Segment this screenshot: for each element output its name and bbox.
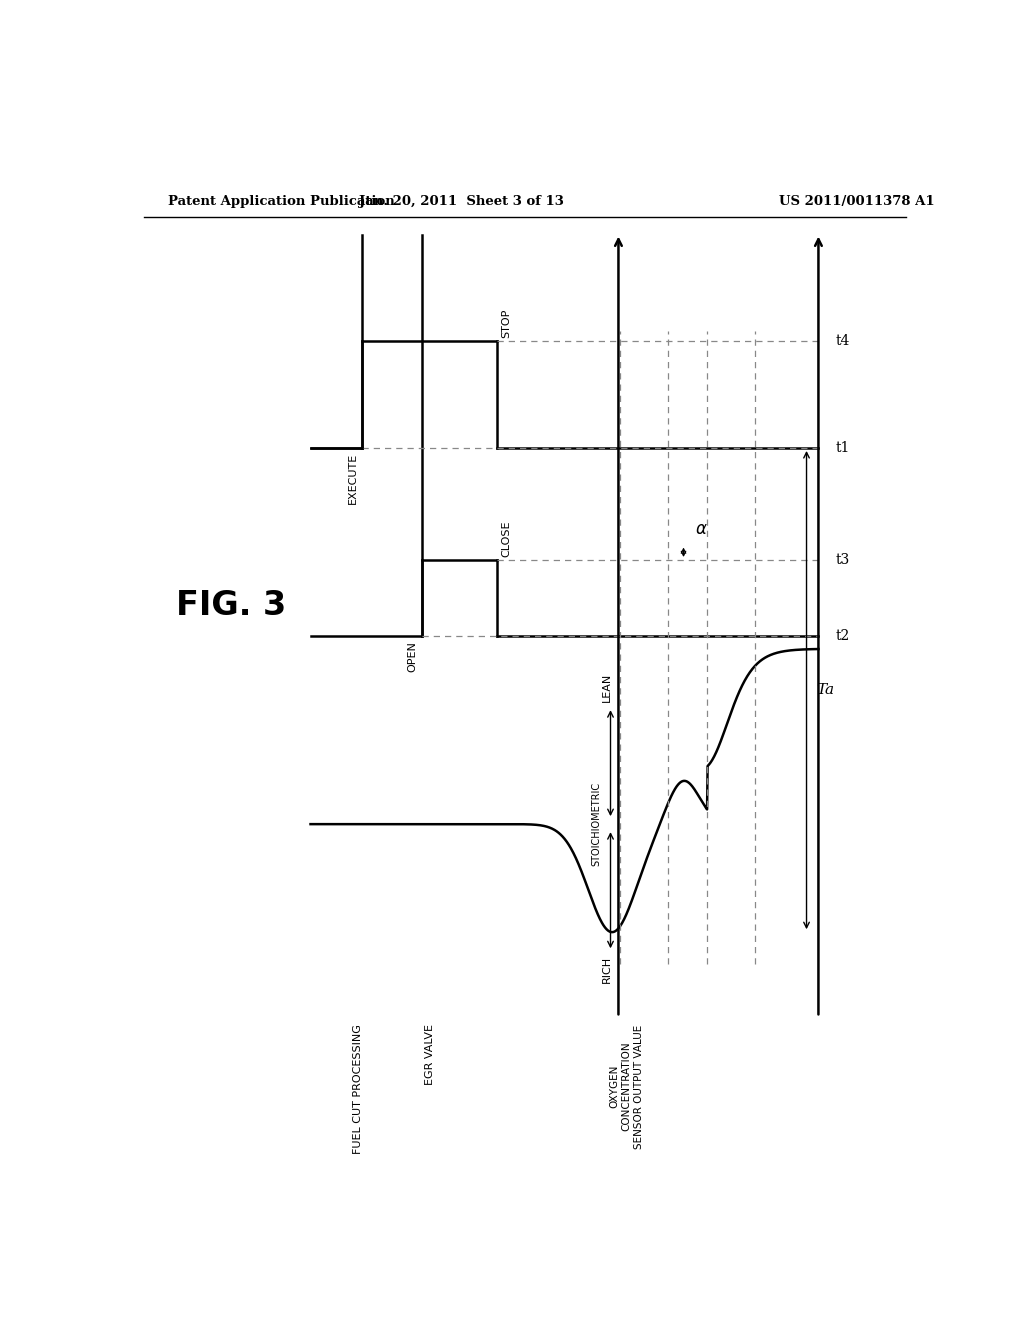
Text: t4: t4 bbox=[836, 334, 850, 348]
Text: CLOSE: CLOSE bbox=[501, 520, 511, 557]
Text: RICH: RICH bbox=[601, 956, 611, 983]
Text: FUEL CUT PROCESSING: FUEL CUT PROCESSING bbox=[353, 1024, 364, 1154]
Text: Patent Application Publication: Patent Application Publication bbox=[168, 194, 394, 207]
Text: EXECUTE: EXECUTE bbox=[348, 453, 358, 504]
Text: t1: t1 bbox=[836, 441, 850, 455]
Text: OPEN: OPEN bbox=[408, 642, 418, 672]
Text: FIG. 3: FIG. 3 bbox=[176, 589, 286, 622]
Text: Jan. 20, 2011  Sheet 3 of 13: Jan. 20, 2011 Sheet 3 of 13 bbox=[358, 194, 564, 207]
Text: $\alpha$: $\alpha$ bbox=[695, 521, 709, 537]
Text: US 2011/0011378 A1: US 2011/0011378 A1 bbox=[778, 194, 934, 207]
Text: STOICHIOMETRIC: STOICHIOMETRIC bbox=[591, 781, 601, 866]
Text: t2: t2 bbox=[836, 630, 850, 643]
Text: Ta: Ta bbox=[816, 684, 835, 697]
Text: LEAN: LEAN bbox=[601, 673, 611, 702]
Text: STOP: STOP bbox=[501, 309, 511, 338]
Text: OXYGEN
CONCENTRATION
SENSOR OUTPUT VALUE: OXYGEN CONCENTRATION SENSOR OUTPUT VALUE bbox=[609, 1024, 644, 1148]
Text: EGR VALVE: EGR VALVE bbox=[425, 1024, 434, 1085]
Text: t3: t3 bbox=[836, 553, 850, 566]
